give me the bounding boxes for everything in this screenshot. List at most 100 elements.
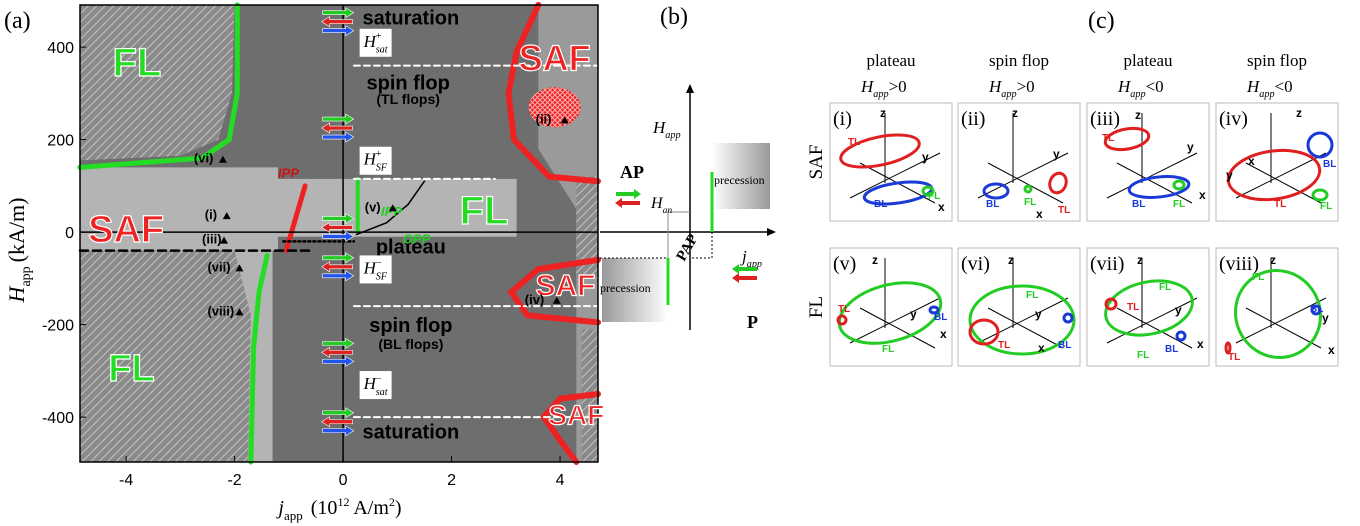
x-tick-label: -4 [119,472,133,489]
regime-label: (BL flops) [378,336,443,352]
text-part: 12 [337,495,349,509]
row-label: FL [806,296,827,318]
cell-label: (vi) [961,253,990,275]
cell-tag: TL [1228,352,1240,363]
text-part: + [376,149,382,160]
x-tick-label: 4 [556,472,565,489]
text-part: A/m [349,497,389,519]
text-part: SF [376,163,388,174]
cell-tag: TL [848,137,860,148]
text-part: ) [395,497,402,519]
text-part: sat [376,387,389,398]
row-label: SAF [806,145,827,180]
panel-label: (a) [4,8,31,34]
text-part: (kA/m) [4,198,29,263]
cell-tag: TL [1102,133,1114,144]
point-label: (vi) [194,151,214,166]
cell-tag: BL [934,312,947,323]
mode-label: OPP [403,232,431,247]
x-tick-label: 2 [447,472,456,489]
text-part: − [376,258,382,269]
x-axis-label: japp(1012 A/m2) [275,495,401,523]
y-tick-label: 400 [47,40,74,57]
x-tick-label: -2 [227,472,241,489]
text-part: an [663,205,673,216]
arrow-head [686,84,694,93]
cell-tag: y [1175,303,1182,317]
cell-tag: TL [998,340,1010,351]
regime-label: spin flop [369,315,452,337]
cell-tag: FL [1159,282,1171,293]
text-part: app [284,508,303,523]
text-part: app [19,266,34,286]
cell-tag: BL [986,199,999,210]
axis-label: Happ [652,118,681,141]
y-tick-label: 200 [47,133,74,150]
cell-tag: z [1135,108,1141,122]
text-part: SF [376,271,388,282]
cell-label: (iii) [1090,108,1120,130]
state-label: AP [620,162,644,182]
cell-tag: z [1008,253,1014,267]
cell-tag: BL [874,199,887,210]
text-part: − [376,373,382,384]
phase-label: FL [460,189,509,233]
cell-tag: x [940,327,947,341]
text-part: >0 [1017,77,1035,96]
state-label: PAP [674,232,702,264]
state-label: P [747,312,758,332]
cell-tag: x [1038,341,1045,355]
cell-tag: z [880,106,886,120]
cell-tag: BL [1323,159,1336,170]
cell-tag: FL [1024,197,1036,208]
cell-label: (vii) [1090,253,1124,275]
text-part: app [873,89,888,100]
text-part: app [665,130,680,141]
text-part: (10 [311,497,338,519]
arrow-head [767,228,776,236]
column-condition: Happ>0 [988,77,1035,100]
cell-tag: z [1137,253,1143,267]
y-tick-label: 0 [65,225,74,242]
mode-label: IPP [381,204,402,219]
cell-tag: y [1187,140,1194,154]
phase-label: SAF [548,400,604,431]
cell-tag: BL [1165,344,1178,355]
state-arrow [616,189,641,199]
cell-tag: y [1053,147,1060,161]
state-arrow [732,273,757,283]
cell-tag: y [1322,311,1329,325]
cell-tag: FL [882,344,894,355]
cell-tag: FL [1173,199,1185,210]
cell-tag: FL [1252,272,1264,283]
phase-label: FL [113,41,162,85]
column-title: spin flop [1247,51,1307,70]
cell-tag: TL [1274,199,1286,210]
point-label: (v) [365,199,381,214]
y-axis-label: Happ (kA/m) [4,198,34,304]
axis-label: japp [740,247,762,270]
field-label: Han [650,195,672,216]
point-label: (iv) [525,292,545,307]
cell-tag: z [872,253,878,267]
text-part: app [1259,89,1274,100]
point-label: (viii) [207,303,234,318]
phase-label: FL [108,348,154,390]
hatched-region [80,251,251,462]
regime-label: saturation [363,8,460,30]
text-part: app [1001,89,1016,100]
cell-tag: y [1035,307,1042,321]
precession-label: precession [600,281,651,295]
cell-label: (ii) [961,108,985,130]
cell-tag: FL [1137,350,1149,361]
cell-tag: y [1226,168,1233,182]
mode-label: IPP [278,166,299,181]
text-part: H [4,285,29,303]
cell-tag: y [910,307,917,321]
page: -4-2024-400-2000200400(a)Happ(kA/m)japp(… [0,0,1360,526]
cell-tag: x [1199,188,1206,202]
point-label: (i) [205,207,217,222]
cell-tag: FL [1026,290,1038,301]
cell-tag: y [922,150,929,164]
cell-tag: BL [1058,340,1071,351]
